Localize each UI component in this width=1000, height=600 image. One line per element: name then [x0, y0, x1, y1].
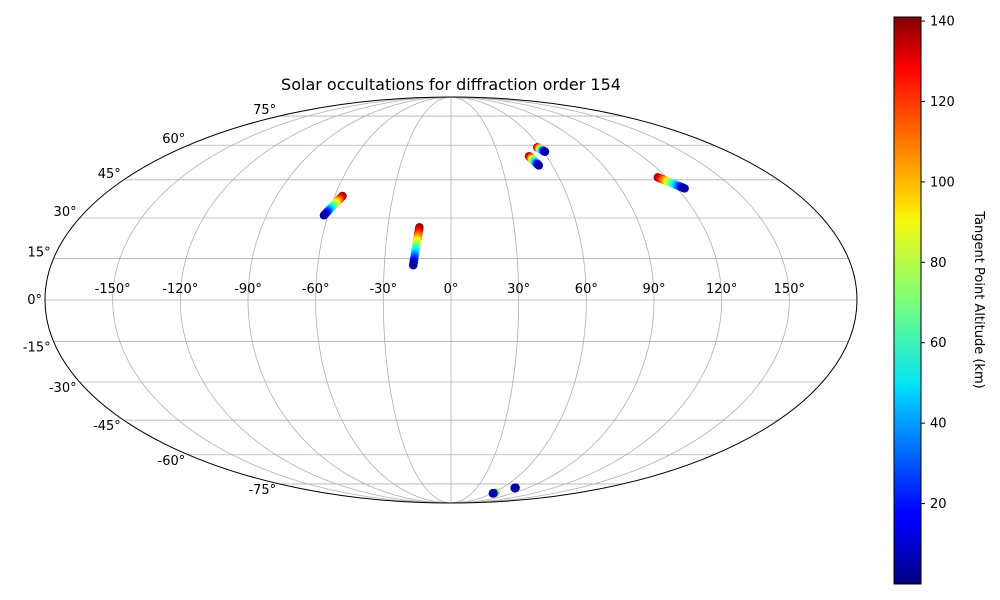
colorbar-ticks: 20 40 60 80 100 120 140: [921, 15, 955, 512]
colorbar-gradient: [893, 16, 922, 585]
longitude-tick-label: 120°: [706, 282, 737, 297]
colorbar: 20 40 60 80 100 120 140 Tangent Point Altitude…: [893, 15, 986, 585]
occultation-point: [510, 483, 519, 493]
latitude-tick-label: 30°: [54, 205, 77, 220]
latitude-tick-label: 15°: [28, 245, 51, 260]
occultation-point: [680, 184, 689, 193]
latitude-tick-label: -60°: [158, 454, 186, 469]
longitude-tick-label: 90°: [642, 282, 665, 297]
data-points: [319, 143, 689, 498]
latitude-tick-label: 0°: [27, 293, 42, 308]
latitude-tick-label: -45°: [93, 419, 121, 434]
latitude-tick-label: -75°: [248, 483, 276, 498]
colorbar-tick-label: 140: [930, 15, 955, 30]
longitude-tick-label: -150°: [95, 282, 131, 297]
longitude-tick-label: -30°: [369, 282, 397, 297]
occultation-point: [319, 211, 329, 220]
latitude-tick-label: -30°: [49, 381, 77, 396]
longitude-tick-label: -90°: [234, 282, 262, 297]
longitude-tick-label: 60°: [575, 282, 598, 297]
colorbar-tick-label: 80: [930, 256, 947, 271]
latitude-tick-label: -15°: [23, 341, 51, 356]
colorbar-tick-label: 40: [930, 417, 947, 432]
graticule-grid: [45, 97, 857, 503]
colorbar-tick-label: 100: [930, 175, 955, 190]
longitude-tick-label: 30°: [507, 282, 530, 297]
colorbar-label: Tangent Point Altitude (km): [971, 210, 986, 388]
map-boundary: [44, 96, 858, 504]
occultation-point: [534, 161, 544, 170]
latitude-tick-labels: -75° -60° -45° -30° -15° 0° 15° 30° 45° 60° 75°: [23, 103, 276, 498]
longitude-tick-labels: -150° -120° -90° -60° -30° 0° 30° 60° 90° 120° 150…: [95, 282, 805, 297]
chart-title: Solar occultations for diffraction order…: [281, 75, 621, 94]
colorbar-tick-label: 120: [930, 95, 955, 110]
colorbar-tick-label: 60: [930, 336, 947, 351]
longitude-tick-label: 0°: [444, 282, 459, 297]
colorbar-tick-label: 20: [930, 497, 947, 512]
longitude-tick-label: -120°: [162, 282, 198, 297]
occultation-point: [409, 261, 418, 270]
longitude-tick-label: 150°: [774, 282, 805, 297]
latitude-tick-label: 75°: [253, 103, 276, 118]
occultation-point: [540, 147, 550, 156]
latitude-tick-label: 45°: [98, 167, 121, 182]
longitude-tick-label: -60°: [302, 282, 330, 297]
occultation-point: [488, 489, 498, 498]
latitude-tick-label: 60°: [162, 132, 185, 147]
